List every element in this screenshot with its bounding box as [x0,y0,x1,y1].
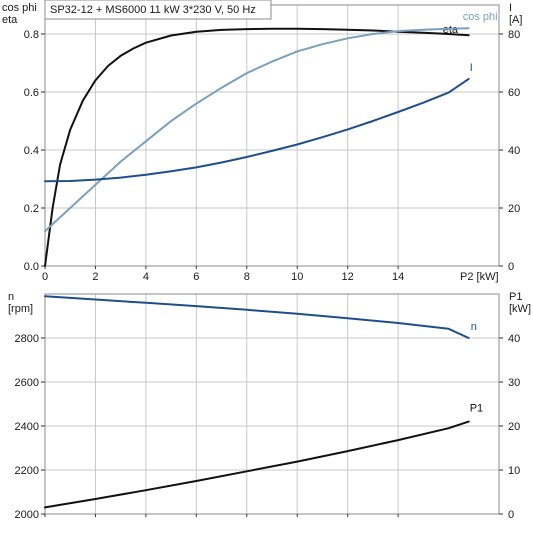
right-axis-title: [A] [509,14,522,26]
series-line-cos-phi [44,27,470,233]
right-axis-tick-label: 0 [508,509,514,521]
left-axis-title: n [8,291,14,303]
left-axis-tick-label: 2600 [15,377,39,389]
series-label-n: n [471,321,477,333]
left-axis-title: cos phi [2,2,37,14]
x-axis-tick-label: 12 [342,271,354,283]
x-axis-tick-label: 10 [291,271,303,283]
right-axis-tick-label: 20 [508,203,520,215]
left-axis-title: eta [2,14,18,26]
right-axis-tick-label: 40 [508,333,520,345]
x-axis-tick-label: 4 [143,271,149,283]
left-axis-tick-label: 2400 [15,421,39,433]
right-axis-title: I [509,2,512,14]
series-label-eta: eta [443,24,459,36]
top-panel: 0.0 0.2 0.4 0.6 0.8 0 20 40 60 80 0 2 4 6 8 10 12 14 P2 [k… [2,2,522,283]
bottom-panel: 20002200240026002800010203040n[rpm]P1[kW… [8,291,531,521]
series-line-n [44,295,470,339]
header: SP32-12 + MS6000 11 kW 3*230 V, 50 Hz [44,0,272,20]
series-label-I: I [470,62,473,74]
left-axis-tick-label: 2000 [15,509,39,521]
x-axis-tick-label: 6 [193,271,199,283]
x-axis-tick-label: 2 [92,271,98,283]
right-axis-tick-label: 20 [508,421,520,433]
right-axis-title: P1 [509,291,522,303]
left-axis-tick-label: 0.2 [24,203,39,215]
left-axis-tick-label: 0.6 [24,87,39,99]
right-axis-title: [kW] [509,303,531,315]
x-axis-tick-label: 8 [244,271,250,283]
series-line-eta [44,27,470,267]
x-axis-label: P2 [kW] [460,271,499,283]
right-axis-tick-label: 40 [508,145,520,157]
right-axis-tick-label: 10 [508,465,520,477]
left-axis-tick-label: 2200 [15,465,39,477]
series-line-I [44,77,470,183]
plot-frame [44,293,500,515]
plot-frame [44,4,500,267]
right-axis-tick-label: 80 [508,29,520,41]
series-label-P1: P1 [470,403,483,415]
series-label-cos-phi: cos phi [463,11,498,23]
x-axis-tick-label: 14 [392,271,404,283]
title-box [44,0,272,20]
left-axis-tick-label: 0.8 [24,29,39,41]
right-axis-tick-label: 0 [508,261,514,273]
left-axis-tick-label: 0.0 [24,261,39,273]
right-axis-tick-label: 30 [508,377,520,389]
chart-title: SP32-12 + MS6000 11 kW 3*230 V, 50 Hz [50,4,256,16]
left-axis-title: [rpm] [8,303,33,315]
right-axis-tick-label: 60 [508,87,520,99]
x-axis-tick-label: 0 [42,271,48,283]
left-axis-tick-label: 0.4 [24,145,39,157]
left-axis-tick-label: 2800 [15,333,39,345]
series-line-P1 [44,420,470,509]
